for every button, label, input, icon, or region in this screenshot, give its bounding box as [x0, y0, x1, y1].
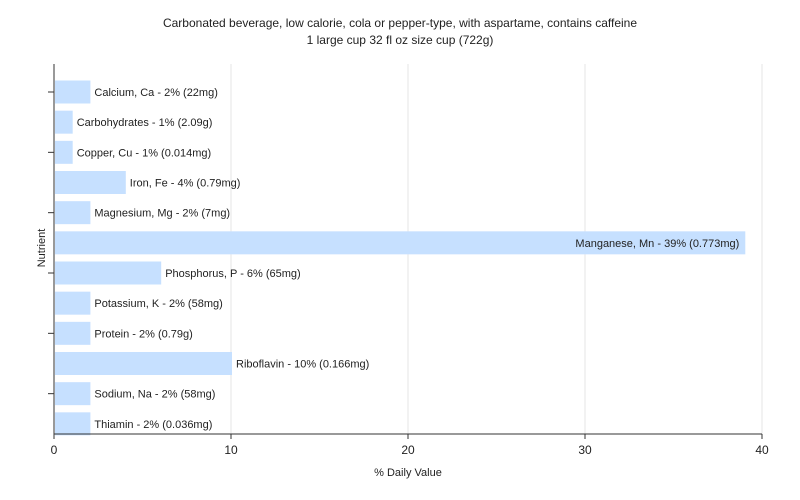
bar: [55, 352, 232, 375]
bar-label: Copper, Cu - 1% (0.014mg): [77, 147, 212, 159]
bar-label: Magnesium, Mg - 2% (7mg): [94, 208, 230, 220]
bar-label: Riboflavin - 10% (0.166mg): [236, 359, 369, 371]
bar: [55, 80, 91, 104]
bar-label: Protein - 2% (0.79g): [94, 328, 192, 340]
bar: [55, 201, 91, 225]
y-axis-label: Nutrient: [36, 229, 48, 268]
bar: [55, 231, 746, 255]
x-tick-label: 40: [755, 443, 769, 457]
bar: [55, 291, 91, 315]
chart-subtitle: 1 large cup 32 fl oz size cup (722g): [307, 33, 494, 47]
bar: [55, 171, 126, 194]
bar: [55, 321, 91, 345]
bar: [55, 110, 73, 134]
x-axis-label: % Daily Value: [374, 467, 442, 479]
bar: [55, 412, 91, 436]
axes: 0 10 20 30 40: [48, 64, 769, 457]
x-tick-label: 30: [578, 443, 592, 457]
bar: [55, 261, 162, 285]
bar-label: Thiamin - 2% (0.036mg): [94, 419, 212, 431]
bar-label: Iron, Fe - 4% (0.79mg): [130, 178, 241, 190]
x-tick-label: 20: [401, 443, 415, 457]
bar-label: Phosphorus, P - 6% (65mg): [165, 268, 301, 280]
bar-label: Calcium, Ca - 2% (22mg): [94, 87, 217, 99]
bars: Calcium, Ca - 2% (22mg) Carbohydrates - 1…: [55, 80, 746, 436]
x-tick-label: 10: [224, 443, 238, 457]
bar: [55, 140, 73, 164]
bar-label: Potassium, K - 2% (58mg): [94, 298, 222, 310]
chart-title: Carbonated beverage, low calorie, cola o…: [163, 16, 637, 30]
x-tick-label: 0: [51, 443, 58, 457]
bar-label: Carbohydrates - 1% (2.09g): [77, 117, 213, 129]
bar: [55, 382, 91, 406]
bar-label: Sodium, Na - 2% (58mg): [94, 389, 215, 401]
bar-label: Manganese, Mn - 39% (0.773mg): [575, 238, 739, 250]
